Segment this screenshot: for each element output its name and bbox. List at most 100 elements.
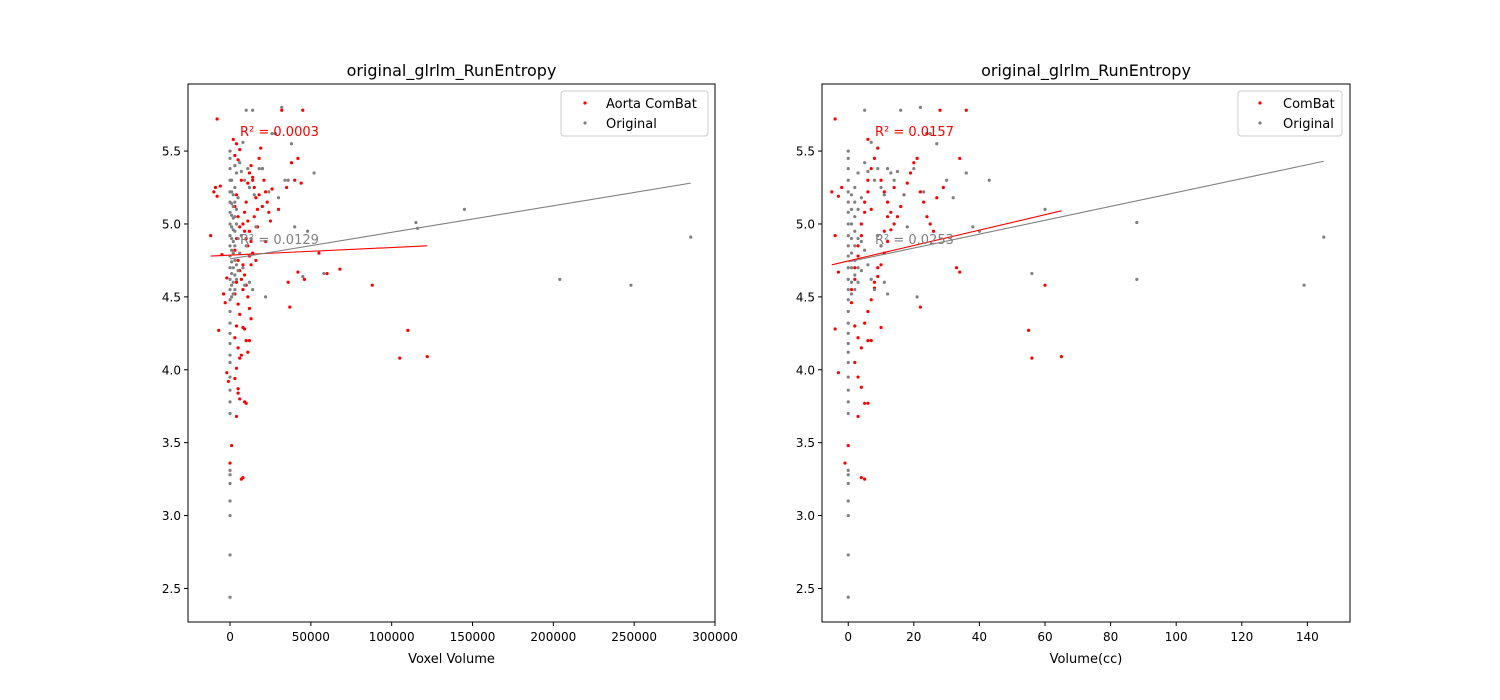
right-point-original — [856, 236, 860, 241]
right-point-original — [849, 266, 854, 270]
left-point-original — [228, 513, 232, 518]
left-point-combat — [238, 356, 242, 360]
left-point-original — [293, 225, 297, 229]
right-point-combat — [899, 204, 903, 209]
left-x-axis-label: Voxel Volume — [408, 652, 495, 667]
left-point-original — [228, 411, 232, 416]
right-point-original — [859, 196, 863, 200]
right-point-combat — [918, 190, 922, 194]
left-point-combat — [209, 234, 213, 238]
right-legend-marker-combat — [1258, 101, 1262, 105]
right-point-combat — [925, 215, 929, 219]
right-point-original — [846, 210, 850, 214]
left-point-original — [247, 185, 252, 190]
right-point-original — [872, 178, 877, 182]
left-point-combat — [223, 301, 227, 305]
right-point-combat — [908, 171, 913, 175]
left-point-original — [301, 274, 305, 279]
left-point-original — [276, 196, 281, 200]
left-point-combat — [259, 146, 263, 150]
left-point-combat — [226, 379, 231, 384]
left-point-original — [257, 166, 261, 171]
right-point-combat — [830, 190, 834, 194]
right-point-combat — [905, 181, 909, 185]
left-point-original — [231, 292, 235, 296]
left-legend-marker-original — [583, 121, 587, 125]
right-chart-panel: 0 20 40 60 80 100 120 1402.53.03.54.04.55.05.5 … — [796, 61, 1351, 667]
left-point-original — [283, 178, 287, 182]
left-chart-panel: 0 50000 100000 150000 200000 250000 300000 2.5 3… — [162, 61, 738, 667]
left-point-combat — [215, 194, 219, 198]
left-point-original — [228, 468, 232, 472]
right-point-combat — [863, 200, 867, 204]
right-point-combat — [866, 339, 870, 343]
left-point-original — [231, 204, 235, 209]
left-point-original — [230, 283, 234, 287]
right-point-combat — [922, 200, 926, 204]
right-point-original — [846, 244, 850, 248]
left-point-original — [228, 375, 232, 379]
left-point-combat — [257, 156, 261, 160]
right-point-combat — [935, 196, 939, 200]
right-point-combat — [853, 266, 857, 270]
right-point-original — [915, 295, 919, 299]
left-point-original — [228, 222, 232, 226]
left-point-original — [228, 553, 232, 557]
right-point-original — [846, 350, 850, 354]
left-point-combat — [276, 207, 281, 211]
right-r2-combat: R² = 0.0157 — [875, 125, 954, 140]
right-point-original — [849, 207, 854, 211]
left-x-tick-label: 0 — [226, 630, 234, 644]
right-point-original — [856, 266, 860, 270]
right-point-original — [853, 200, 857, 204]
right-point-combat — [869, 166, 873, 171]
left-point-original — [233, 244, 237, 248]
right-point-combat — [1030, 356, 1034, 360]
left-point-original — [231, 193, 235, 197]
left-point-combat — [263, 239, 268, 244]
right-point-original — [889, 171, 893, 175]
left-point-combat — [241, 325, 245, 330]
left-point-original — [234, 171, 239, 175]
right-point-combat — [892, 185, 896, 190]
left-point-combat — [247, 229, 252, 233]
left-trend-line-original — [229, 182, 691, 260]
left-axis-ticks: 0 50000 100000 150000 200000 250000 300000 2.5 3… — [162, 145, 738, 644]
right-point-combat — [892, 222, 896, 226]
left-legend-marker-combat — [583, 101, 587, 105]
right-point-combat — [964, 108, 968, 112]
right-point-combat — [889, 228, 893, 232]
left-point-original — [228, 244, 232, 248]
left-point-combat — [225, 276, 229, 280]
right-point-original — [1030, 271, 1034, 276]
left-point-combat — [230, 443, 234, 448]
left-point-combat — [251, 175, 255, 179]
right-x-tick-label: 60 — [1037, 630, 1052, 644]
left-point-original — [270, 131, 274, 136]
right-point-original — [846, 156, 850, 160]
left-point-original — [228, 595, 232, 599]
left-point-original — [241, 266, 245, 270]
left-point-original — [244, 244, 248, 248]
left-point-original — [252, 193, 256, 197]
right-point-original — [964, 171, 968, 175]
right-point-original — [846, 331, 850, 335]
left-x-tick-label: 200000 — [530, 630, 576, 644]
right-point-combat — [885, 215, 890, 219]
left-point-combat — [213, 185, 218, 190]
right-point-original — [846, 277, 850, 281]
left-point-combat — [236, 302, 240, 306]
right-point-original — [885, 166, 890, 171]
left-legend-label-original: Original — [606, 117, 657, 132]
left-point-combat — [233, 376, 237, 381]
left-point-original — [234, 277, 239, 281]
right-point-original — [899, 108, 903, 112]
right-point-original — [866, 263, 870, 267]
right-point-combat — [869, 298, 873, 302]
right-point-original — [846, 190, 850, 194]
left-point-combat — [254, 258, 258, 263]
left-point-combat — [246, 219, 250, 223]
left-point-original — [230, 295, 234, 299]
right-point-combat — [869, 339, 873, 343]
